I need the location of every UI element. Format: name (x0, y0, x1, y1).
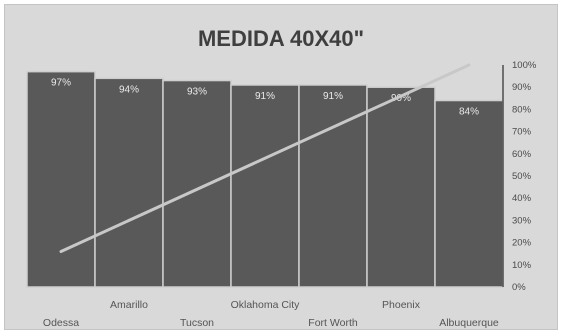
data-label: 84% (459, 107, 479, 118)
bar-oklahoma-city (230, 84, 300, 288)
data-label: 90% (391, 93, 411, 104)
trendline-group (59, 63, 471, 253)
data-label: 94% (119, 84, 139, 95)
bar-fort-worth (298, 84, 368, 288)
data-labels-group: 97% 94% 93% 91% 91% 90% 84% (51, 78, 479, 118)
y-tick-label: 90% (512, 82, 532, 93)
category-label: Tucson (180, 317, 214, 329)
y-tick-label: 0% (512, 282, 526, 293)
bar-tucson (162, 79, 232, 288)
y-tick-label: 10% (512, 260, 532, 271)
trendline (59, 63, 471, 253)
y-tick-label: 80% (512, 104, 532, 115)
data-label: 91% (255, 91, 275, 102)
data-label: 97% (51, 78, 71, 89)
y-tick-label: 30% (512, 215, 532, 226)
y-tick-label: 70% (512, 127, 532, 138)
bar-chart: MEDIDA 40X40" 97% 94% 93% 91% 91% 90% 84% 0% 10… (26, 26, 537, 329)
y-tick-label: 50% (512, 171, 532, 182)
bar-odessa (26, 70, 96, 288)
chart-frame: MEDIDA 40X40" 97% 94% 93% 91% 91% 90% 84% 0% 10… (4, 4, 558, 330)
category-label: Phoenix (382, 299, 421, 311)
category-labels-group: Odessa Amarillo Tucson Oklahoma City Fort Wo… (43, 299, 499, 329)
chart-title: MEDIDA 40X40" (198, 26, 364, 51)
bars-group (26, 70, 504, 288)
y-tick-label: 100% (512, 60, 537, 71)
bar-albuquerque (434, 99, 504, 288)
bar-amarillo (94, 77, 164, 288)
category-label: Oklahoma City (231, 299, 301, 311)
y-axis: 0% 10% 20% 30% 40% 50% 60% 70% 80% 90% 100% (502, 60, 537, 293)
y-tick-label: 20% (512, 238, 532, 249)
category-label: Amarillo (110, 299, 148, 311)
category-label: Albuquerque (439, 317, 499, 329)
y-tick-label: 40% (512, 193, 532, 204)
data-label: 91% (323, 91, 343, 102)
category-label: Fort Worth (308, 317, 358, 329)
y-tick-label: 60% (512, 149, 532, 160)
category-label: Odessa (43, 317, 79, 329)
data-label: 93% (187, 87, 207, 98)
bar-phoenix (366, 86, 436, 288)
